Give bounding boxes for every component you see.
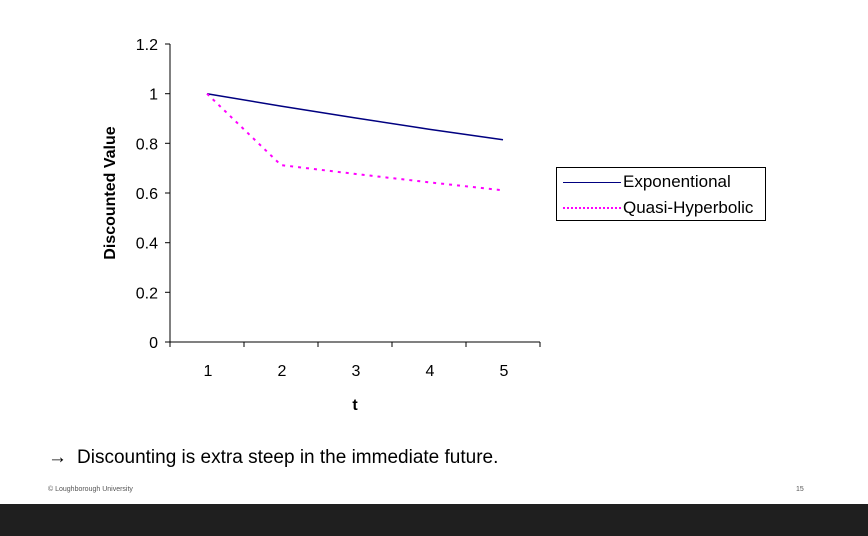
legend-item-quasi-hyperbolic: Quasi-Hyperbolic (563, 197, 753, 219)
x-ticks (169, 342, 541, 347)
legend-swatch-solid-line (563, 181, 621, 183)
quasi-hyperbolic-series-line (206, 92, 504, 192)
x-tick-label: 1 (204, 363, 213, 380)
x-axis-label: t (352, 397, 358, 414)
slide: 0 0.2 0.4 0.6 0.8 1 1.2 Discounted Value… (48, 37, 804, 493)
copyright-footer: © Loughborough University (48, 486, 133, 493)
y-ticks (165, 43, 170, 343)
y-tick-labels: 0 0.2 0.4 0.6 0.8 1 1.2 (136, 37, 158, 352)
takeaway-text: → Discounting is extra steep in the immed… (48, 447, 498, 469)
exponential-series-line (206, 92, 504, 141)
legend-label: Quasi-Hyperbolic (623, 198, 754, 217)
x-tick-label: 4 (426, 363, 435, 380)
legend-swatch-dotted-line (563, 207, 621, 209)
takeaway-label: Discounting is extra steep in the immedi… (77, 447, 499, 468)
x-tick-labels: 1 2 3 4 5 (204, 363, 509, 380)
y-axis-label: Discounted Value (102, 126, 119, 259)
legend-item-exponential: Exponentional (563, 171, 731, 193)
page-number: 15 (796, 486, 804, 493)
chart-legend: Exponentional Quasi-Hyperbolic (556, 167, 766, 221)
y-tick-label: 0.2 (136, 285, 158, 302)
y-tick-label: 0 (149, 335, 158, 352)
y-tick-label: 0.6 (136, 186, 158, 203)
y-tick-label: 1 (149, 87, 158, 104)
bottom-bar (0, 504, 868, 536)
x-tick-label: 3 (352, 363, 361, 380)
legend-label: Exponentional (623, 172, 731, 191)
x-tick-label: 2 (278, 363, 287, 380)
line-chart: 0 0.2 0.4 0.6 0.8 1 1.2 Discounted Value… (102, 37, 541, 414)
x-tick-label: 5 (500, 363, 509, 380)
y-tick-label: 1.2 (136, 37, 158, 54)
right-arrow-icon: → (48, 447, 67, 468)
y-tick-label: 0.8 (136, 136, 158, 153)
y-tick-label: 0.4 (136, 236, 158, 253)
